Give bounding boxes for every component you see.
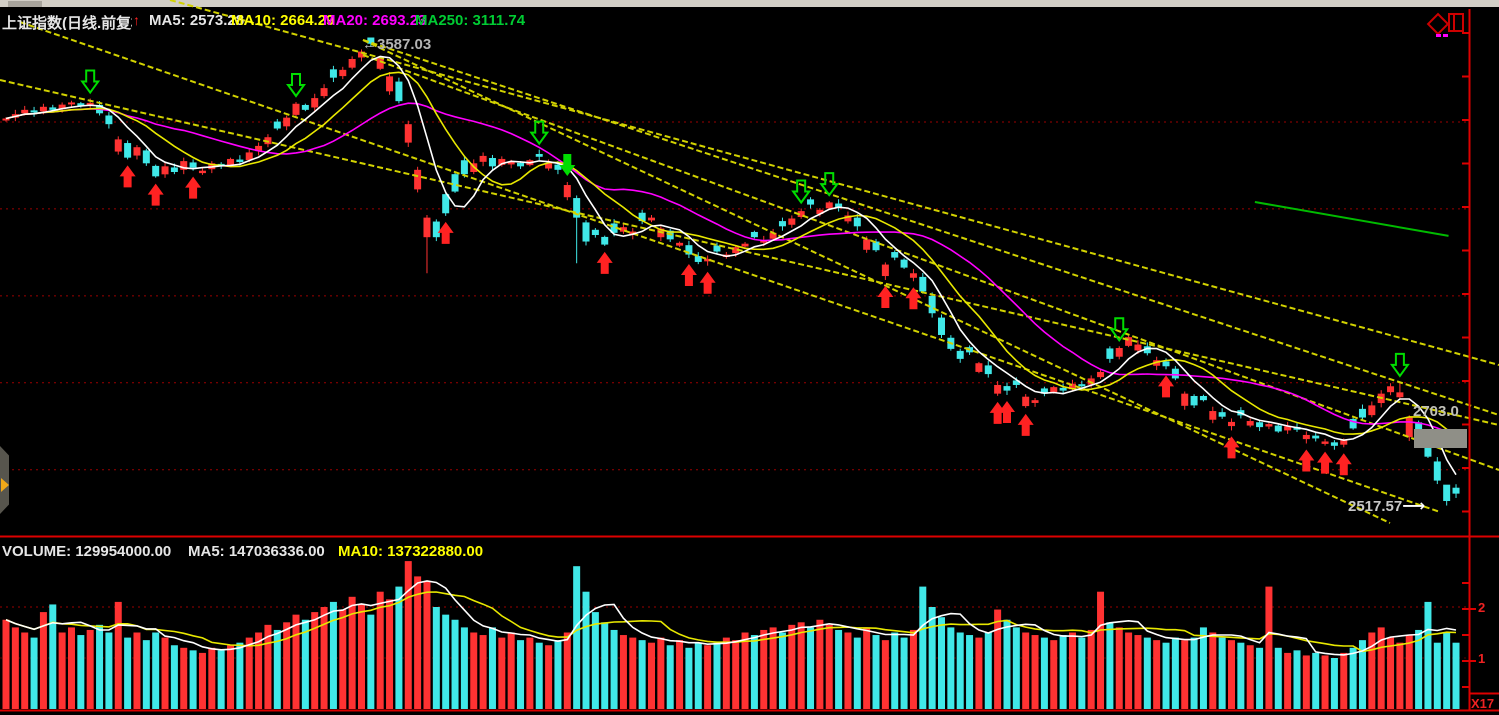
split-window-icon[interactable] [1448, 13, 1464, 32]
ma5-readout: MA5: 2573.28 [149, 12, 245, 29]
window-top-strip [0, 0, 1499, 7]
scale-indicator: X17 [1471, 696, 1495, 711]
peak-price-label: ←3587.03 [362, 36, 432, 53]
ma250-readout: MA250: 3111.74 [415, 12, 526, 29]
magenta-marker-dot [1443, 34, 1448, 37]
last-price-tag: 2703.0 [1413, 403, 1459, 420]
instrument-title: 上证指数(日线.前复权) [2, 15, 132, 30]
volume-ma10-readout: MA10: 137322880.00 [338, 543, 484, 560]
top-strip-tab[interactable] [8, 1, 42, 7]
low-price-label: 2517.57⟶ [1348, 498, 1426, 515]
volume-axis-tick-1: 1 [1478, 651, 1486, 666]
volume-axis-tick-2: 2 [1478, 600, 1486, 615]
ma10-readout: MA10: 2664.29 [231, 12, 335, 29]
peak-arrow-icon: ← [362, 36, 377, 53]
magenta-marker-dot [1436, 34, 1441, 37]
split-window-divider [1453, 15, 1455, 30]
volume-readout: VOLUME: 129954000.00 [2, 543, 172, 560]
low-arrow-icon: ⟶ [1402, 498, 1426, 515]
volume-ma5-readout: MA5: 147036336.00 [188, 543, 325, 560]
ma20-readout: MA20: 2693.23 [323, 12, 427, 29]
drawing-selection-box[interactable] [1414, 429, 1467, 448]
expand-arrow-icon [1, 478, 9, 492]
trend-up-icon: ↑ [133, 12, 140, 28]
